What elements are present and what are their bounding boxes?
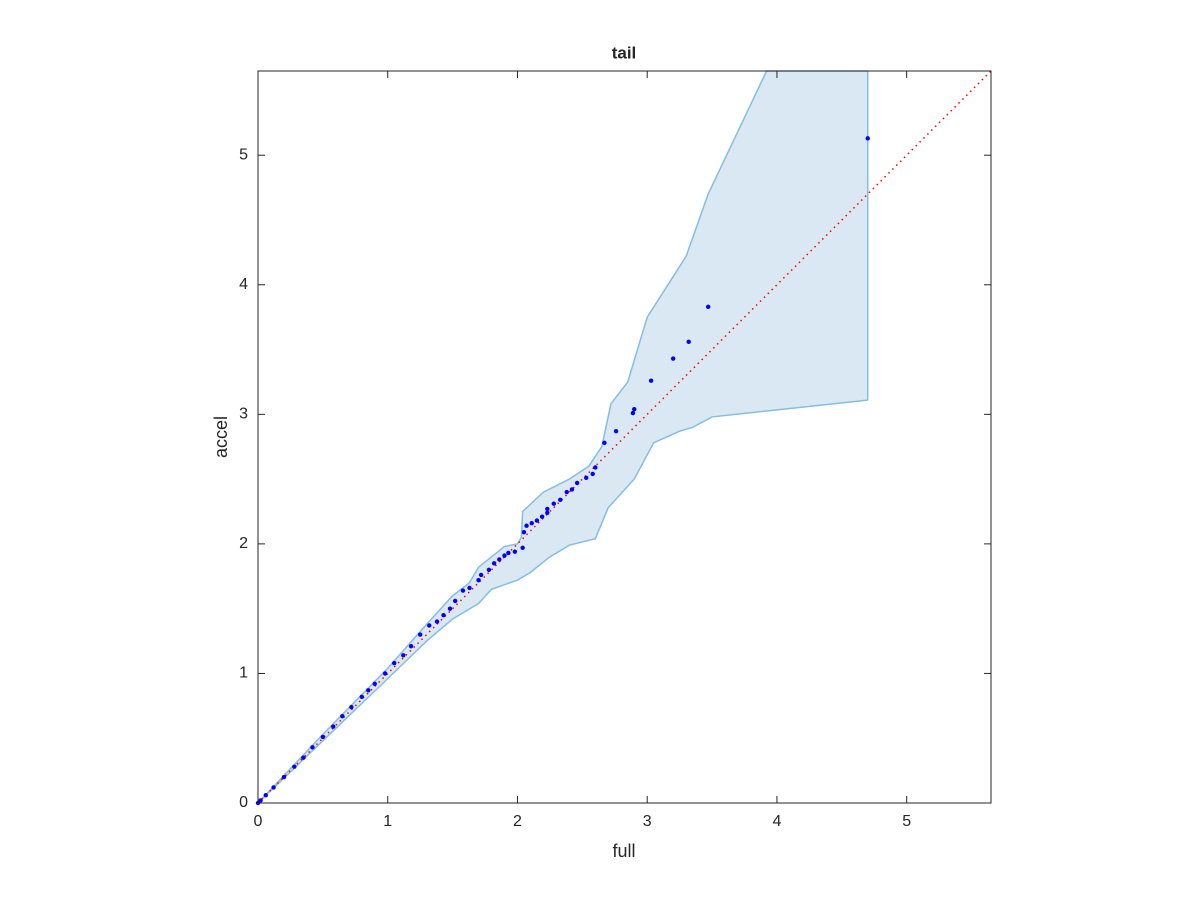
data-point <box>476 577 481 583</box>
data-point <box>593 465 598 470</box>
x-tick-label: 3 <box>643 813 652 830</box>
data-point <box>569 487 575 492</box>
data-point <box>486 567 492 572</box>
data-point <box>524 523 529 528</box>
data-point <box>452 598 458 604</box>
data-point <box>630 410 636 416</box>
data-point <box>865 136 870 141</box>
data-point <box>447 606 453 611</box>
confidence-band <box>258 71 868 803</box>
reference-line <box>257 70 992 804</box>
data-point <box>648 378 654 383</box>
data-point <box>502 553 507 558</box>
data-point <box>551 501 556 506</box>
data-point <box>408 644 414 649</box>
data-point <box>401 653 406 658</box>
data-point <box>292 764 297 769</box>
data-point <box>417 632 423 637</box>
data-point <box>320 734 326 740</box>
data-point <box>534 518 540 523</box>
data-point <box>427 623 432 628</box>
y-tick-label: 3 <box>239 406 248 423</box>
data-point <box>670 356 676 361</box>
x-tick-label: 2 <box>513 813 522 830</box>
band-edge <box>257 399 868 804</box>
data-point <box>331 724 336 729</box>
y-axis-label: accel <box>211 416 231 458</box>
data-point <box>584 475 589 481</box>
data-point <box>558 497 563 503</box>
data-point <box>301 755 306 760</box>
data-point <box>382 671 388 676</box>
data-point <box>467 585 472 591</box>
data-point <box>545 506 550 512</box>
data-point <box>441 612 446 618</box>
data-point <box>340 713 345 719</box>
data-point <box>271 785 276 790</box>
data-point <box>434 619 440 624</box>
data-point <box>521 530 527 535</box>
data-point <box>506 550 511 556</box>
data-point <box>613 428 619 434</box>
x-tick-label: 0 <box>254 813 263 830</box>
data-point <box>372 681 377 687</box>
data-point <box>512 549 518 554</box>
data-point <box>632 406 637 412</box>
x-tick-label: 4 <box>772 813 781 830</box>
y-tick-label: 0 <box>239 794 248 811</box>
y-tick-label: 4 <box>239 276 248 293</box>
data-point <box>497 557 502 562</box>
band-edge <box>257 70 868 804</box>
data-point <box>460 588 466 593</box>
data-point <box>590 471 595 477</box>
y-tick-label: 1 <box>239 665 248 682</box>
data-point <box>366 688 371 693</box>
data-point <box>359 694 364 699</box>
data-point <box>478 572 484 578</box>
x-tick-label: 5 <box>902 813 911 830</box>
data-point <box>705 304 711 309</box>
data-point <box>310 745 315 750</box>
y-tick-label: 5 <box>239 146 248 163</box>
data-point <box>263 793 268 798</box>
x-axis-label: full <box>612 841 635 861</box>
data-point <box>602 440 607 446</box>
chart-title: tail <box>612 43 637 62</box>
data-point <box>564 489 569 495</box>
data-point <box>545 510 550 515</box>
y-tick-label: 2 <box>239 535 248 552</box>
x-tick-label: 1 <box>383 813 392 830</box>
axes-box <box>257 70 992 804</box>
data-point <box>392 660 397 666</box>
data-point <box>349 704 354 710</box>
data-point <box>281 774 287 780</box>
data-point <box>491 561 497 566</box>
data-point <box>520 545 525 550</box>
data-point <box>529 520 534 526</box>
data-point <box>574 480 580 486</box>
data-point <box>539 514 545 519</box>
data-point <box>686 339 691 344</box>
